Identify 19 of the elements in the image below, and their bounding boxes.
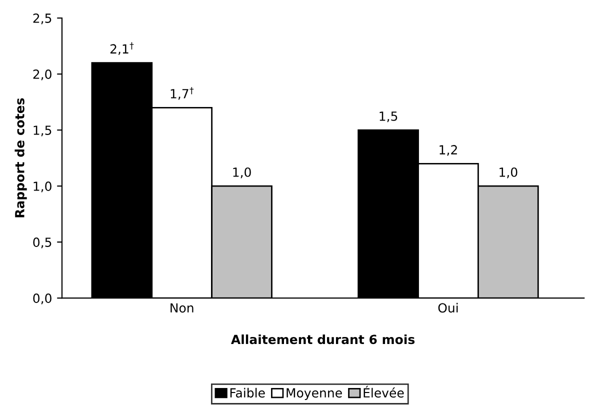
- y-tick-label: 0,0: [33, 294, 52, 304]
- y-tick-label: 1,5: [34, 126, 52, 136]
- y-tick-label: 0,5: [33, 238, 52, 248]
- y-tick-label: 2,5: [33, 14, 52, 24]
- data-label: 1,2: [440, 145, 457, 156]
- legend-label: Élevée: [364, 386, 404, 398]
- legend-label: Faible: [230, 388, 265, 398]
- x-axis-title: Allaitement durant 6 mois: [230, 334, 415, 344]
- x-tick-label: Non: [170, 303, 194, 313]
- y-axis-title: Rapport de cotes: [14, 98, 27, 218]
- y-tick-label: 1,0: [34, 182, 52, 192]
- data-label: 1,7$^{†}$: [170, 87, 194, 100]
- x-tick-label: Oui: [438, 302, 458, 313]
- data-label: 2,1$^{†}$: [110, 42, 134, 55]
- data-label: 1,5: [380, 112, 398, 122]
- data-label: 1,0: [233, 167, 251, 178]
- legend-label: Moyenne: [286, 388, 342, 400]
- y-tick-label: 2,0: [33, 70, 52, 80]
- data-label: 1,0: [500, 167, 518, 178]
